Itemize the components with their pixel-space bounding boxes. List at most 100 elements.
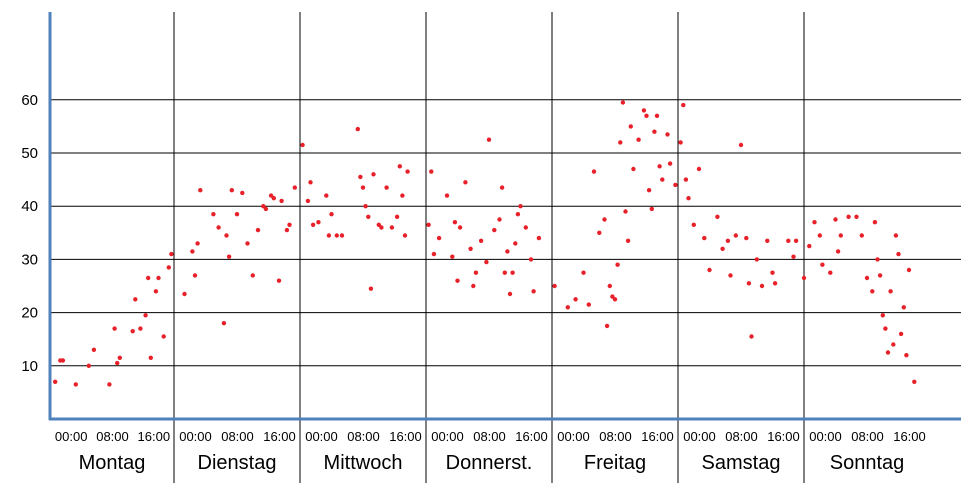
data-point: [329, 212, 334, 217]
data-point: [641, 108, 647, 113]
data-point: [686, 196, 691, 201]
data-point: [431, 251, 437, 257]
data-point: [107, 382, 112, 387]
x-tick-label: 08:00: [851, 429, 884, 444]
x-tick-label: 00:00: [179, 429, 212, 444]
x-tick-label: 00:00: [431, 429, 464, 444]
data-point: [880, 313, 885, 318]
data-point: [702, 235, 707, 241]
data-point: [673, 182, 678, 188]
data-point: [211, 212, 216, 217]
data-point: [405, 169, 410, 174]
data-point: [888, 289, 893, 294]
data-point: [523, 225, 528, 230]
data-point: [457, 225, 463, 230]
data-point: [133, 297, 138, 302]
data-point: [234, 212, 240, 217]
data-point: [468, 246, 473, 251]
data-point: [279, 198, 284, 204]
y-tick-label: 10: [21, 358, 38, 375]
data-point: [499, 185, 505, 190]
data-point: [738, 142, 744, 148]
data-point: [906, 267, 912, 273]
day-label: Samstag: [702, 452, 781, 474]
data-point: [429, 169, 434, 174]
x-tick-label: 08:00: [725, 429, 758, 444]
data-point: [360, 185, 366, 190]
data-point: [355, 126, 360, 132]
data-point: [326, 233, 332, 238]
data-point: [602, 217, 607, 222]
data-point: [510, 270, 515, 275]
data-point: [394, 214, 400, 219]
data-point: [898, 331, 904, 337]
data-point: [772, 281, 778, 286]
data-point: [148, 355, 153, 360]
data-point: [86, 363, 92, 368]
data-point: [287, 222, 292, 227]
data-point: [573, 297, 578, 302]
data-point: [190, 249, 195, 254]
data-point: [565, 305, 570, 310]
data-point: [660, 177, 665, 182]
data-point: [216, 225, 221, 230]
data-point: [436, 235, 442, 241]
data-point: [812, 220, 817, 225]
data-point: [885, 350, 891, 355]
data-point: [901, 305, 906, 310]
data-point: [715, 214, 720, 219]
data-point: [628, 124, 633, 129]
data-point: [478, 238, 484, 243]
data-point: [339, 233, 345, 238]
data-point: [552, 283, 557, 289]
data-point: [292, 185, 297, 190]
data-point: [363, 204, 368, 209]
data-point: [255, 227, 261, 233]
data-point: [891, 342, 896, 347]
data-point: [707, 267, 712, 273]
data-point: [226, 254, 232, 259]
axes: [48, 12, 961, 421]
data-point: [683, 177, 689, 182]
data-point: [316, 220, 321, 225]
x-tick-label: 16:00: [263, 429, 296, 444]
data-point: [324, 193, 329, 198]
data-point: [591, 169, 597, 174]
data-point: [531, 289, 536, 294]
day-label: Donnerst.: [446, 452, 533, 474]
data-point: [138, 326, 143, 331]
data-point: [793, 238, 799, 243]
data-point: [667, 161, 673, 166]
data-point: [665, 132, 670, 137]
data-point: [221, 321, 227, 326]
data-point: [368, 286, 374, 291]
x-tick-label: 16:00: [893, 429, 926, 444]
x-tick-label: 00:00: [55, 429, 88, 444]
data-point: [143, 313, 148, 318]
data-point: [192, 273, 198, 278]
x-tick-label: 08:00: [599, 429, 632, 444]
x-tick-label: 00:00: [683, 429, 716, 444]
data-point: [644, 113, 649, 119]
data-point: [518, 204, 523, 209]
data-point: [384, 185, 389, 190]
data-point: [536, 235, 542, 241]
data-point: [91, 347, 97, 352]
data-point: [366, 214, 371, 219]
data-point: [305, 198, 311, 204]
x-tick-label: 00:00: [557, 429, 590, 444]
x-tick-label: 16:00: [641, 429, 674, 444]
data-point: [397, 164, 402, 169]
data-point: [893, 233, 899, 238]
day-label: Freitag: [584, 452, 646, 474]
data-point: [492, 227, 497, 233]
data-point: [450, 254, 455, 259]
data-point: [625, 238, 631, 243]
data-point: [820, 262, 825, 267]
data-point: [115, 360, 120, 366]
data-point: [838, 233, 843, 238]
data-point: [513, 241, 518, 246]
data-point: [156, 275, 161, 281]
data-point: [389, 225, 395, 230]
data-point: [452, 220, 458, 225]
